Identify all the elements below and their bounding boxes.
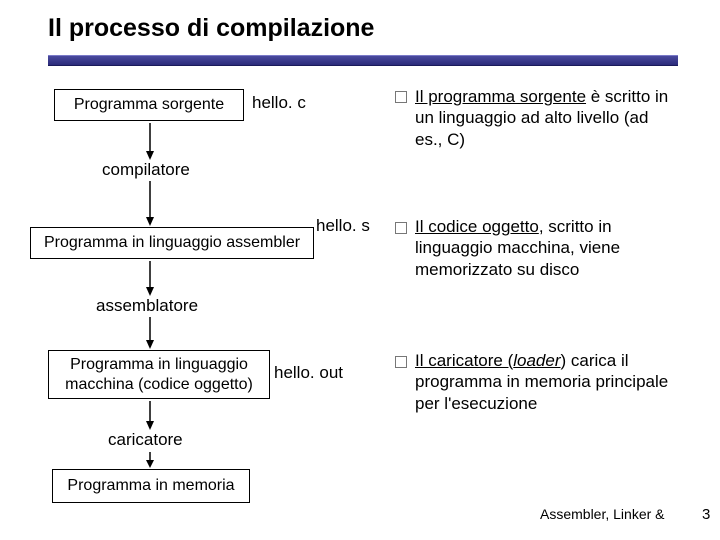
box-source: Programma sorgente — [54, 89, 244, 121]
footer-text: Assembler, Linker & — [540, 506, 665, 522]
bullet-2: Il codice oggetto, scritto in linguaggio… — [415, 216, 673, 280]
bullet-2-lead: Il codice oggetto — [415, 217, 539, 236]
label-hello-c: hello. c — [252, 93, 306, 113]
arrow-4 — [150, 317, 151, 349]
box-assembler: Programma in linguaggio assembler — [30, 227, 314, 259]
arrow-2 — [150, 181, 151, 226]
box-memory: Programma in memoria — [52, 469, 250, 503]
bullet-marker — [395, 91, 407, 103]
bullet-1: Il programma sorgente è scritto in un li… — [415, 86, 673, 150]
page-title: Il processo di compilazione — [48, 14, 374, 43]
arrow-5 — [150, 401, 151, 430]
arrow-3 — [150, 261, 151, 296]
bullet-3-italic: loader — [513, 351, 560, 370]
box-object-line1: Programma in linguaggio — [70, 355, 248, 375]
step-compilatore: compilatore — [102, 160, 190, 180]
box-object-line2: macchina (codice oggetto) — [65, 375, 253, 395]
label-hello-s: hello. s — [316, 216, 370, 236]
arrow-1 — [150, 123, 151, 160]
bullet-1-lead: Il programma sorgente — [415, 87, 586, 106]
bullet-3: Il caricatore (loader) carica il program… — [415, 350, 673, 414]
bullet-marker — [395, 222, 407, 234]
slide-number: 3 — [702, 506, 710, 523]
arrow-6 — [150, 452, 151, 468]
step-assemblatore: assemblatore — [96, 296, 198, 316]
bullet-3-lead: Il caricatore ( — [415, 351, 513, 370]
bullet-marker — [395, 356, 407, 368]
title-underline — [48, 55, 678, 66]
box-object-code: Programma in linguaggio macchina (codice… — [48, 350, 270, 399]
step-caricatore: caricatore — [108, 430, 183, 450]
label-hello-out: hello. out — [274, 363, 343, 383]
